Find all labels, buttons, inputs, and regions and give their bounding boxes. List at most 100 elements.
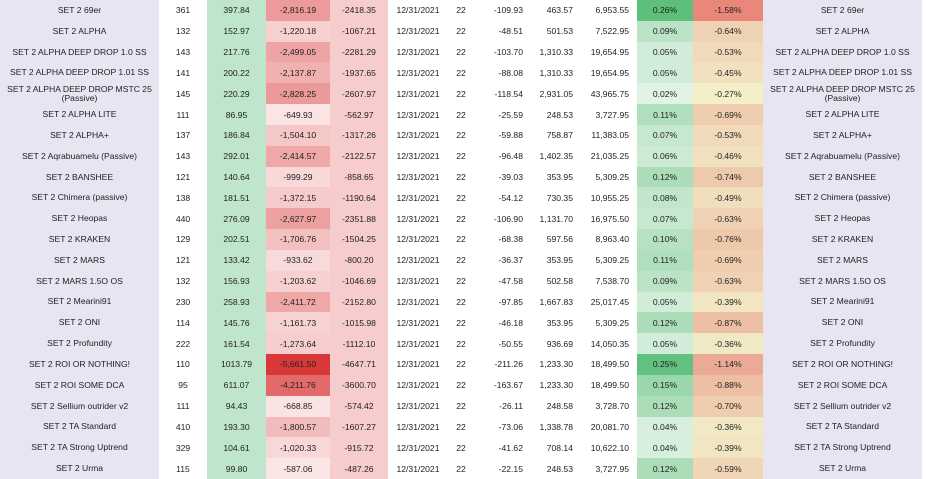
row-drawdown-2: -858.65 xyxy=(330,166,388,188)
row-avg: 133.42 xyxy=(207,249,266,271)
table-row: SET 2 Sellium outrider v2 111 94.43 -668.85… xyxy=(0,395,952,417)
row-pct-1: 0.26% xyxy=(637,0,693,21)
row-days: 22 xyxy=(456,401,466,412)
row-avg: 217.76 xyxy=(207,41,266,63)
row-count: 141 xyxy=(175,67,191,78)
row-pct-1: 0.05% xyxy=(637,41,693,63)
row-drawdown-2: -1607.27 xyxy=(330,416,388,438)
row-pct-1: 0.05% xyxy=(637,62,693,84)
row-pct-2: -0.46% xyxy=(693,145,763,167)
row-date: 12/31/2021 xyxy=(396,151,440,162)
row-count: 121 xyxy=(175,255,191,266)
row-name: SET 2 ALPHA LITE xyxy=(0,104,159,125)
row-drawdown: -2,816.19 xyxy=(266,0,330,21)
row-date: 12/31/2021 xyxy=(396,276,440,287)
row-date: 12/31/2021 xyxy=(396,213,440,224)
row-drawdown: -1,020.33 xyxy=(266,437,330,459)
row-drawdown-2: -2122.57 xyxy=(330,145,388,167)
row-value-2: 248.53 xyxy=(546,109,573,120)
row-pct-2: -0.53% xyxy=(693,124,763,146)
table-row: SET 2 Chimera (passive) 138 181.51 -1,372.1… xyxy=(0,187,952,209)
row-name-right: SET 2 MARS xyxy=(763,249,922,271)
row-count: 145 xyxy=(175,88,191,99)
row-avg: 94.43 xyxy=(207,395,266,417)
row-pct-2: -0.39% xyxy=(693,291,763,313)
row-pct-2: -0.88% xyxy=(693,374,763,396)
row-drawdown-2: -562.97 xyxy=(330,104,388,125)
row-date: 12/31/2021 xyxy=(396,338,440,349)
row-value-3: 5,309.25 xyxy=(595,255,629,266)
row-name: SET 2 BANSHEE xyxy=(0,166,159,188)
row-pct-1: 0.02% xyxy=(637,83,693,105)
row-pct-2: -0.39% xyxy=(693,437,763,459)
row-value-1: -26.11 xyxy=(499,401,523,412)
row-value-2: 1,310.33 xyxy=(539,47,573,58)
row-count: 132 xyxy=(175,26,191,37)
row-pct-1: 0.11% xyxy=(637,104,693,125)
row-pct-2: -0.59% xyxy=(693,458,763,479)
row-drawdown-2: -2281.29 xyxy=(330,41,388,63)
row-count: 110 xyxy=(176,359,190,370)
row-drawdown-2: -3600.70 xyxy=(330,374,388,396)
row-name-right: SET 2 Aqrabuamelu (Passive) xyxy=(763,145,922,167)
row-days: 22 xyxy=(456,213,466,224)
row-name-right: SET 2 ALPHA DEEP DROP 1.01 SS xyxy=(763,62,922,84)
row-count: 114 xyxy=(176,317,190,328)
row-value-3: 19,654.95 xyxy=(590,67,629,78)
row-drawdown-2: -2418.35 xyxy=(330,0,388,21)
row-pct-1: 0.05% xyxy=(637,333,693,355)
row-value-2: 1,233.30 xyxy=(539,359,573,370)
row-name: SET 2 ALPHA xyxy=(0,20,159,42)
row-pct-1: 0.09% xyxy=(637,270,693,292)
row-avg: 181.51 xyxy=(207,187,266,209)
row-drawdown-2: -1046.69 xyxy=(330,270,388,292)
row-drawdown: -1,203.62 xyxy=(266,270,330,292)
row-days: 22 xyxy=(456,442,466,453)
row-avg: 152.97 xyxy=(207,20,266,42)
row-name-right: SET 2 Urma xyxy=(763,458,922,479)
row-pct-2: -0.36% xyxy=(693,416,763,438)
row-count: 230 xyxy=(175,296,191,307)
row-count: 440 xyxy=(175,213,191,224)
row-date: 12/31/2021 xyxy=(396,26,440,37)
row-name-right: SET 2 TA Standard xyxy=(763,416,922,438)
row-value-3: 14,050.35 xyxy=(590,338,629,349)
row-drawdown-2: -915.72 xyxy=(330,437,388,459)
row-avg: 611.07 xyxy=(207,374,266,396)
row-days: 22 xyxy=(456,47,466,58)
row-drawdown-2: -2351.88 xyxy=(330,208,388,230)
table-row: SET 2 ALPHA DEEP DROP MSTC 25 (Passive) 1… xyxy=(0,83,952,105)
row-pct-2: -0.45% xyxy=(693,62,763,84)
row-value-2: 463.57 xyxy=(546,5,573,16)
table-row: SET 2 Urma 115 99.80 -587.06 -487.26 12/31/20… xyxy=(0,458,952,479)
row-value-1: -118.54 xyxy=(494,88,523,99)
row-avg: 99.80 xyxy=(207,458,266,479)
row-value-2: 353.95 xyxy=(546,172,573,182)
row-pct-1: 0.12% xyxy=(637,312,693,334)
row-pct-1: 0.11% xyxy=(637,249,693,271)
table-row: SET 2 BANSHEE 121 140.64 -999.29 -858.65 12/3… xyxy=(0,166,952,188)
row-name-right: SET 2 Mearini91 xyxy=(763,291,922,313)
row-pct-2: -0.74% xyxy=(693,166,763,188)
row-value-1: -106.90 xyxy=(493,213,523,224)
row-name-right: SET 2 BANSHEE xyxy=(763,166,922,188)
row-pct-2: -1.14% xyxy=(693,354,763,375)
row-value-3: 5,309.25 xyxy=(595,317,629,328)
row-drawdown-2: -800.20 xyxy=(330,249,388,271)
row-count: 121 xyxy=(175,172,191,182)
row-value-2: 1,233.30 xyxy=(539,380,573,391)
row-days: 22 xyxy=(456,26,466,37)
row-name-right: SET 2 ALPHA LITE xyxy=(763,104,922,125)
row-days: 22 xyxy=(456,317,466,328)
row-avg: 156.93 xyxy=(207,270,266,292)
row-value-1: -97.85 xyxy=(498,296,523,307)
row-value-3: 21,035.25 xyxy=(590,151,629,162)
row-value-2: 248.53 xyxy=(546,463,573,474)
row-drawdown: -1,372.15 xyxy=(266,187,330,209)
row-name-right: SET 2 Heopas xyxy=(763,208,922,230)
row-value-2: 502.58 xyxy=(546,276,573,287)
row-drawdown: -2,411.72 xyxy=(266,291,330,313)
row-value-2: 2,931.05 xyxy=(539,88,573,99)
row-name: SET 2 Urma xyxy=(0,458,159,479)
